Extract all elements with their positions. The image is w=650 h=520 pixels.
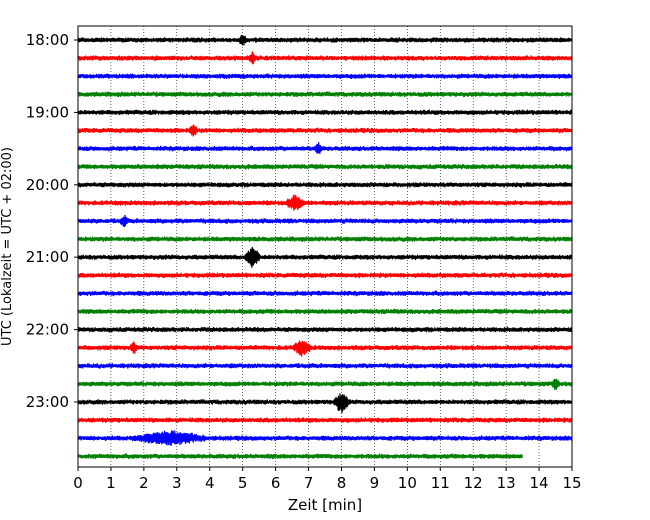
x-tick-label: 4 <box>205 474 215 492</box>
trace-2045 <box>77 236 573 242</box>
trace-1945 <box>77 163 573 170</box>
x-axis-ticks: 0 1 2 3 4 5 6 7 8 9 10 11 12 13 14 15 <box>73 467 582 492</box>
x-tick-label: 10 <box>398 474 417 492</box>
trace-2345 <box>77 453 523 460</box>
y-axis-ticks: 18:00 19:00 20:00 21:00 22:00 23:00 <box>26 31 78 411</box>
x-tick-label: 3 <box>172 474 182 492</box>
trace-2330 <box>77 430 573 446</box>
x-tick-label: 15 <box>562 474 581 492</box>
y-tick-label: 20:00 <box>26 176 69 194</box>
trace-1815 <box>77 51 573 65</box>
y-tick-label: 18:00 <box>26 31 69 49</box>
x-tick-label: 0 <box>73 474 83 492</box>
x-tick-label: 8 <box>337 474 347 492</box>
y-tick-label: 22:00 <box>26 321 69 339</box>
x-tick-label: 5 <box>238 474 248 492</box>
trace-2315 <box>77 417 573 423</box>
trace-2115 <box>77 272 573 279</box>
trace-2215 <box>77 340 573 357</box>
x-tick-label: 6 <box>271 474 281 492</box>
trace-2130 <box>77 290 573 297</box>
trace-2100 <box>77 246 573 268</box>
trace-1800 <box>77 34 573 46</box>
x-tick-label: 9 <box>370 474 380 492</box>
x-tick-label: 2 <box>139 474 149 492</box>
trace-2300 <box>77 393 573 414</box>
trace-2030 <box>77 215 573 228</box>
trace-2245 <box>77 378 573 390</box>
y-tick-label: 21:00 <box>26 248 69 266</box>
trace-1900 <box>77 109 573 116</box>
y-tick-label: 23:00 <box>26 393 69 411</box>
x-tick-label: 11 <box>431 474 450 492</box>
x-tick-label: 1 <box>106 474 116 492</box>
trace-1930 <box>77 142 573 154</box>
y-tick-label: 19:00 <box>26 103 69 121</box>
x-tick-label: 12 <box>464 474 483 492</box>
x-axis-label: Zeit [min] <box>288 496 362 514</box>
plot-frame <box>77 25 573 468</box>
trace-2200 <box>77 326 573 333</box>
seismogram-traces <box>77 34 573 460</box>
x-tick-label: 13 <box>497 474 516 492</box>
trace-1915 <box>77 124 573 137</box>
y-axis-label: UTC (Lokalzeit = UTC + 02:00) <box>0 147 15 346</box>
trace-2230 <box>77 363 573 369</box>
trace-2145 <box>77 308 573 315</box>
trace-2000 <box>77 181 573 188</box>
x-tick-label: 14 <box>530 474 549 492</box>
trace-2015 <box>77 194 573 211</box>
trace-1830 <box>77 73 573 80</box>
x-tick-label: 7 <box>304 474 314 492</box>
trace-1845 <box>77 91 573 98</box>
